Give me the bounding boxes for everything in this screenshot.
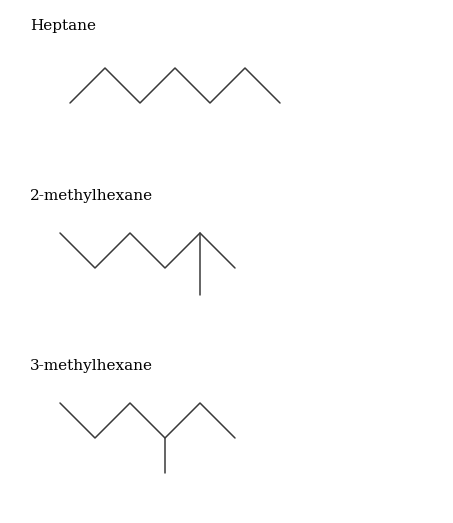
Text: Heptane: Heptane: [30, 19, 96, 33]
Text: 2-methylhexane: 2-methylhexane: [30, 189, 153, 203]
Text: 3-methylhexane: 3-methylhexane: [30, 359, 153, 373]
